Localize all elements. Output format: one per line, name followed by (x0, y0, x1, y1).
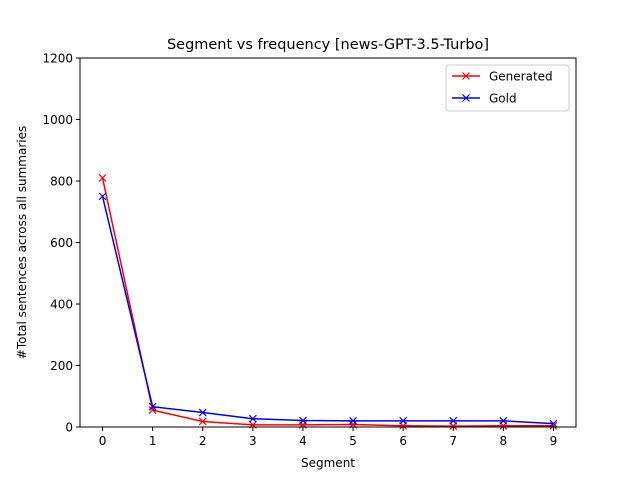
x-axis-label: Segment (301, 456, 355, 470)
y-tick-label: 1000 (42, 113, 73, 127)
x-tick-label: 0 (99, 434, 107, 448)
data-point-gold (299, 416, 307, 425)
data-point-gold (449, 416, 458, 425)
x-tick-label: 3 (249, 434, 257, 448)
legend-entry-generated: Generated (452, 70, 553, 84)
data-point-gold (198, 408, 207, 417)
y-tick-label: 800 (50, 175, 73, 189)
series-line-gold (101, 196, 554, 425)
data-point-generated (148, 406, 157, 415)
data-point-gold (98, 192, 107, 201)
x-tick-label: 8 (500, 434, 508, 448)
data-point-gold (399, 416, 408, 425)
x-tick-label: 2 (199, 434, 207, 448)
data-point-gold (248, 414, 257, 423)
x-tick-label: 1 (149, 434, 157, 448)
data-point-gold (499, 416, 508, 425)
series-line-generated (101, 177, 554, 427)
data-point-gold (549, 419, 558, 428)
legend-label-gold: Gold (489, 92, 517, 106)
x-tick-label: 7 (449, 434, 457, 448)
legend-entry-gold: Gold (452, 92, 517, 106)
x-tick-label: 5 (349, 434, 357, 448)
legend-label-generated: Generated (489, 70, 553, 84)
y-tick-label: 400 (50, 298, 73, 312)
x-tick-label: 9 (550, 434, 558, 448)
legend: Generated Gold (445, 64, 570, 112)
data-point-generated (98, 174, 107, 182)
chart-title: Segment vs frequency [news-GPT-3.5-Turbo… (167, 37, 489, 53)
data-point-generated (198, 417, 207, 426)
y-axis-label: #Total sentences across all summaries (15, 126, 29, 359)
y-tick-label: 200 (50, 359, 73, 373)
data-point-gold (148, 402, 157, 411)
y-tick-label: 0 (65, 421, 73, 435)
x-tick-label: 4 (299, 434, 307, 448)
y-tick-label: 600 (50, 236, 73, 250)
y-tick-label: 1200 (42, 52, 73, 66)
x-tick-label: 6 (399, 434, 407, 448)
data-point-gold (349, 416, 357, 425)
